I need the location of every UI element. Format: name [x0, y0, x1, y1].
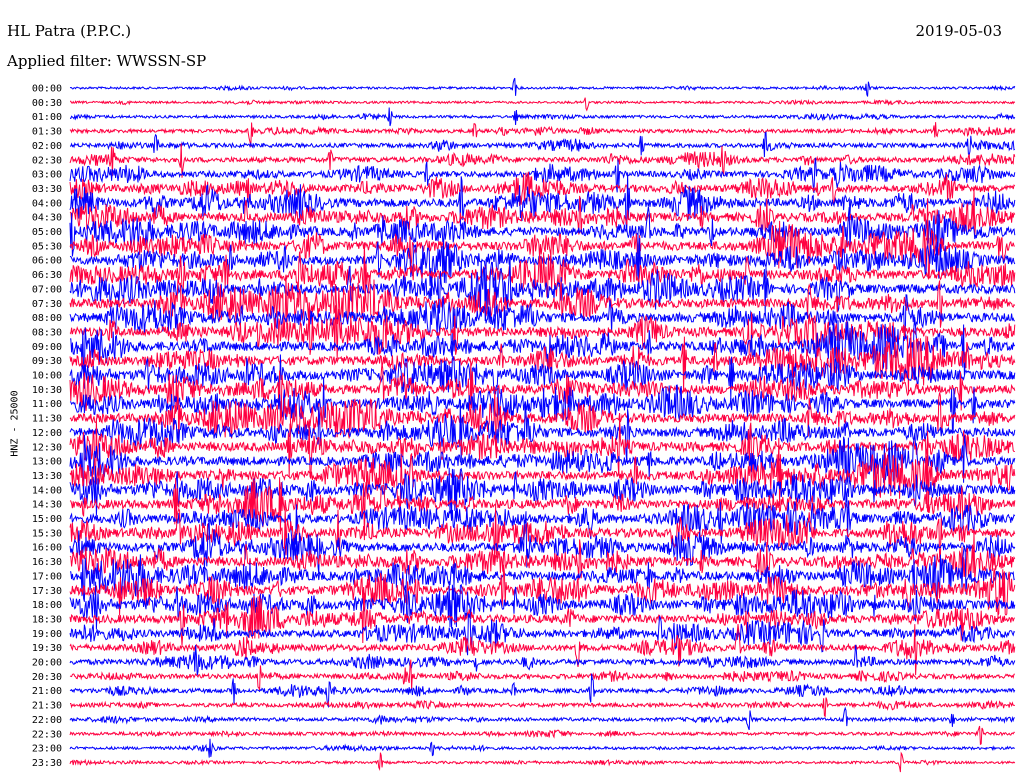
trace-line [69, 738, 1015, 758]
station-title: HL Patra (P.P.C.) [7, 22, 132, 40]
trace-line [69, 157, 1016, 193]
trace-line [69, 206, 1016, 257]
time-label: 09:30 [32, 356, 62, 367]
time-label: 02:30 [32, 155, 62, 166]
trace-line [69, 233, 1016, 296]
time-label: 15:30 [32, 528, 62, 539]
time-label: 23:30 [32, 758, 62, 769]
trace-line [69, 432, 1016, 495]
time-label-group: 00:00 00:30 01:00 01:30 02:00 02:30 03:00 03:30… [32, 84, 62, 769]
trace-line [69, 511, 1016, 575]
time-label: 06:00 [32, 256, 62, 267]
time-label: 17:00 [32, 571, 62, 582]
time-label: 20:30 [32, 672, 62, 683]
time-label: 13:30 [32, 471, 62, 482]
time-label: 18:30 [32, 614, 62, 625]
time-label: 15:00 [32, 514, 62, 525]
time-label: 23:00 [32, 744, 62, 755]
trace-line [69, 361, 1016, 421]
trace-line [69, 659, 1015, 691]
time-label: 04:00 [32, 198, 62, 209]
time-label: 16:30 [32, 557, 62, 568]
trace-group [69, 77, 1016, 773]
time-label: 14:30 [32, 500, 62, 511]
trace-line [69, 706, 1015, 731]
trace-line [69, 751, 1016, 773]
trace-line [70, 697, 1016, 718]
trace-line [69, 77, 1016, 97]
trace-line [69, 592, 1016, 646]
time-label: 10:30 [32, 385, 62, 396]
trace-line [69, 143, 1016, 178]
trace-line [69, 131, 1016, 158]
trace-line [69, 531, 1016, 582]
trace-line [69, 613, 1016, 656]
time-label: 14:00 [32, 485, 62, 496]
time-label: 06:30 [32, 270, 62, 281]
time-label: 08:30 [32, 327, 62, 338]
trace-line [69, 354, 1016, 400]
trace-line [69, 172, 1016, 233]
time-label: 04:30 [32, 213, 62, 224]
trace-line [69, 430, 1016, 513]
time-label: 01:30 [32, 127, 62, 138]
time-label: 17:30 [32, 586, 62, 597]
trace-line [69, 275, 1016, 337]
time-label: 03:30 [32, 184, 62, 195]
time-label: 21:30 [32, 701, 62, 712]
trace-line [69, 122, 1016, 147]
date-label: 2019-05-03 [915, 22, 1002, 40]
time-label: 16:00 [32, 543, 62, 554]
time-label: 02:00 [32, 141, 62, 152]
trace-line [69, 564, 1016, 618]
trace-line [69, 302, 1016, 363]
time-label: 21:00 [32, 686, 62, 697]
time-label: 05:30 [32, 241, 62, 252]
filter-label: Applied filter: WWSSN-SP [7, 52, 207, 70]
time-label: 18:00 [32, 600, 62, 611]
time-label: 10:00 [32, 371, 62, 382]
time-label: 09:00 [32, 342, 62, 353]
trace-line [69, 294, 1015, 357]
time-label: 00:30 [32, 98, 62, 109]
trace-line [70, 317, 1016, 376]
time-label: 13:00 [32, 457, 62, 468]
time-label: 12:00 [32, 428, 62, 439]
trace-line [69, 256, 1016, 322]
trace-line [69, 477, 1016, 541]
time-label: 11:00 [32, 399, 62, 410]
trace-line [69, 198, 1015, 279]
time-label: 03:00 [32, 170, 62, 181]
time-label: 22:00 [32, 715, 62, 726]
trace-line [69, 107, 1016, 127]
trace-line [70, 97, 1016, 112]
time-label: 20:00 [32, 658, 62, 669]
trace-line [69, 503, 1016, 563]
trace-line [69, 725, 1015, 746]
trace-line [69, 465, 1016, 516]
trace-line [69, 624, 1016, 676]
time-label: 07:30 [32, 299, 62, 310]
time-label: 00:00 [32, 84, 62, 95]
trace-line [69, 545, 1016, 602]
time-label: 22:30 [32, 729, 62, 740]
time-label: 05:00 [32, 227, 62, 238]
trace-line [69, 385, 1016, 455]
trace-line [69, 644, 1016, 676]
time-label: 12:30 [32, 442, 62, 453]
trace-line [69, 378, 1016, 432]
trace-line [69, 494, 1016, 556]
time-label: 07:00 [32, 284, 62, 295]
time-label: 19:30 [32, 643, 62, 654]
time-label: 11:30 [32, 414, 62, 425]
time-label: 08:00 [32, 313, 62, 324]
time-label: 01:00 [32, 112, 62, 123]
trace-line [69, 673, 1016, 709]
trace-line [69, 399, 1016, 466]
time-label: 19:00 [32, 629, 62, 640]
